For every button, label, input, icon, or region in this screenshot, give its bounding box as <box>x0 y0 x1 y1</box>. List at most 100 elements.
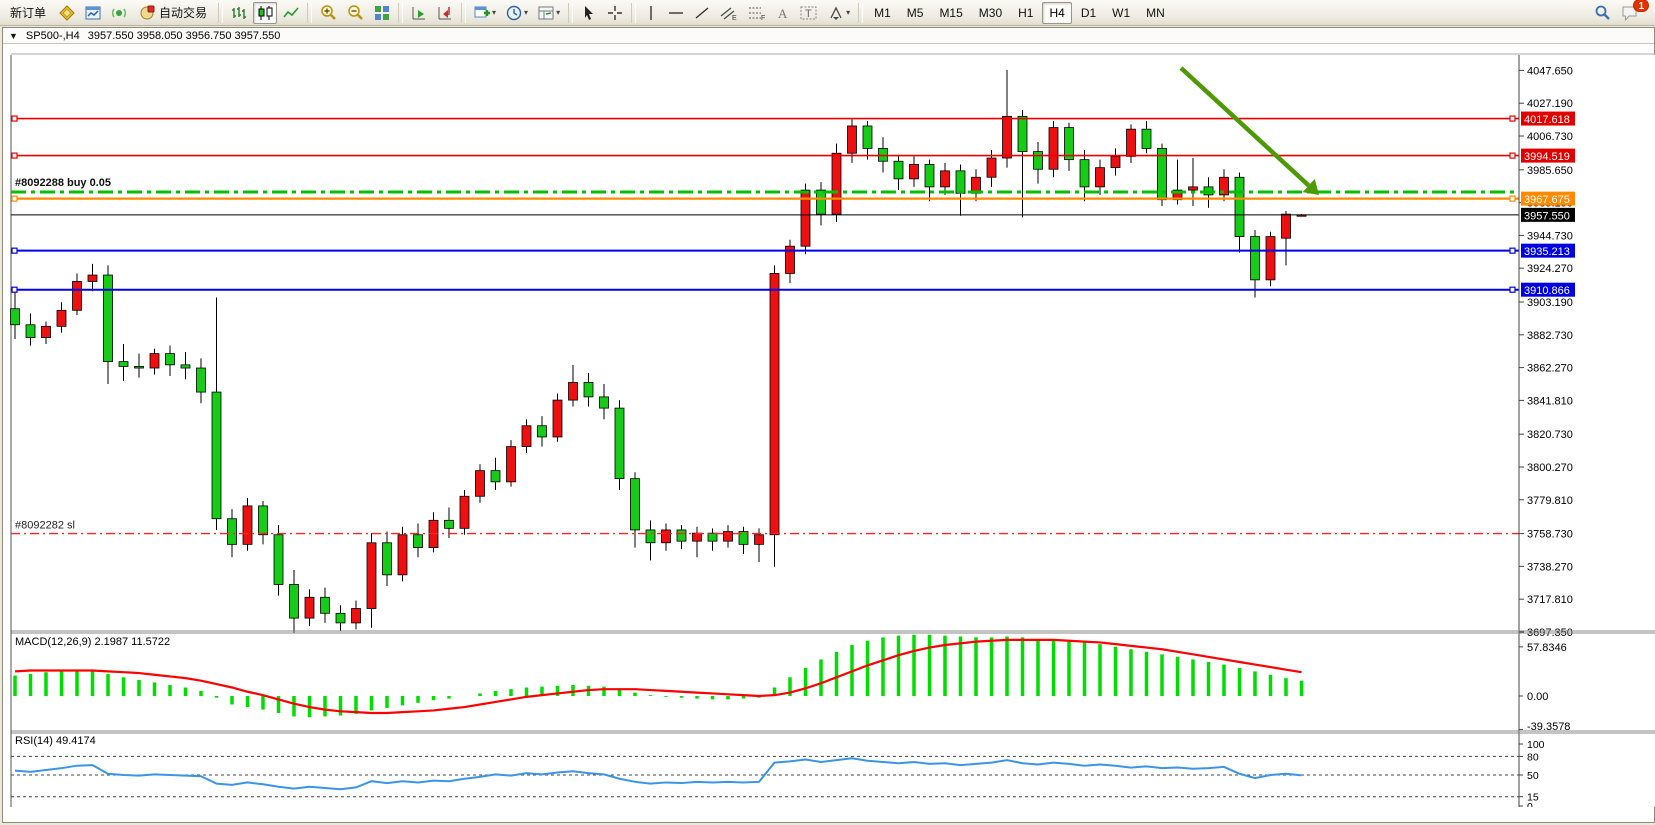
candle-72 <box>1126 128 1136 157</box>
candle-3 <box>56 309 67 327</box>
svg-text:-39.3578: -39.3578 <box>1527 721 1570 733</box>
line-chart-icon[interactable] <box>279 2 303 24</box>
timeframe-button-h4[interactable]: H4 <box>1042 1 1072 24</box>
ohlc-bars-icon[interactable] <box>227 2 251 24</box>
candle-42 <box>661 529 671 544</box>
price-axis: 4047.6504027.1904006.7303985.6503965.190… <box>1518 55 1575 807</box>
candle-5 <box>87 274 98 282</box>
price-badge <box>1521 282 1575 297</box>
candle-31 <box>490 470 501 483</box>
tile-windows-icon[interactable] <box>370 2 394 24</box>
svg-text:3841.810: 3841.810 <box>1527 395 1573 407</box>
candle-2 <box>41 325 51 338</box>
zoom-in-icon[interactable] <box>316 2 341 24</box>
data-window-icon[interactable] <box>81 2 105 24</box>
svg-text:100: 100 <box>1527 739 1545 751</box>
timeframe-button-m5[interactable]: M5 <box>906 5 924 20</box>
svg-text:3910.866: 3910.866 <box>1524 285 1570 297</box>
candle-40 <box>630 478 640 531</box>
arrows-icon[interactable]: ▾ <box>824 2 854 24</box>
candle-67 <box>1048 127 1059 170</box>
label-icon[interactable]: T <box>796 2 822 24</box>
price-chart[interactable]: #8092288 buy 0.05 #8092282 sl 4047.650 4027… <box>3 28 1655 807</box>
timeframe-button-d1[interactable]: D1 <box>1080 5 1097 20</box>
timeframe-button-m30[interactable]: M30 <box>978 5 1003 20</box>
crosshair-icon[interactable] <box>603 2 627 24</box>
candle-36 <box>568 382 578 401</box>
candle-76 <box>1188 186 1198 191</box>
trendline-icon[interactable] <box>690 2 714 24</box>
svg-text:3994.519: 3994.519 <box>1524 151 1570 163</box>
candle-12 <box>196 367 206 393</box>
autotrading-button[interactable]: 自动交易 <box>133 2 214 24</box>
templates-button[interactable]: ▾ <box>534 2 564 24</box>
new-chart-button[interactable]: ▾ <box>470 2 500 24</box>
candle-19 <box>304 596 315 619</box>
candle-24 <box>382 542 392 576</box>
candle-14 <box>227 518 237 545</box>
candle-25 <box>397 534 408 576</box>
chart-subheader[interactable]: ▼ SP500-,H4 3957.550 3958.050 3956.750 3… <box>3 28 1654 44</box>
zoom-out-icon[interactable] <box>343 2 368 24</box>
timeframe-group: M1 M5 M15 M30 H1 H4 D1 W1 MN <box>866 1 1173 24</box>
periods-button[interactable]: ▾ <box>502 2 532 24</box>
svg-text:3935.213: 3935.213 <box>1524 246 1570 258</box>
candle-48 <box>754 534 764 545</box>
text-icon[interactable]: A <box>772 2 794 24</box>
svg-text:4017.618: 4017.618 <box>1524 114 1570 126</box>
svg-text:57.8346: 57.8346 <box>1527 642 1567 654</box>
candle-22 <box>351 608 361 624</box>
candle-73 <box>1141 128 1152 149</box>
candle-30 <box>475 470 485 497</box>
candlestick-icon[interactable] <box>253 1 278 24</box>
fibonacci-icon[interactable]: F <box>744 2 770 24</box>
macd-label: MACD(12,26,9) 2.1987 11.5722 <box>15 636 170 648</box>
candle-28 <box>444 519 454 529</box>
collapse-triangle-icon[interactable]: ▼ <box>9 30 18 41</box>
candle-68 <box>1064 127 1074 161</box>
cursor-icon[interactable] <box>577 2 601 24</box>
timeframe-button-m1[interactable]: M1 <box>874 5 891 20</box>
svg-text:3738.270: 3738.270 <box>1527 561 1573 573</box>
candle-4 <box>72 281 82 311</box>
timeframe-button-mn[interactable]: MN <box>1146 5 1165 20</box>
svg-text:3985.650: 3985.650 <box>1527 165 1573 177</box>
chat-notification-badge: 1 <box>1633 0 1649 12</box>
market-watch-icon[interactable] <box>55 2 79 24</box>
svg-text:E: E <box>732 15 737 21</box>
new-order-button[interactable]: 新订单 <box>10 6 47 20</box>
candle-79 <box>1234 176 1245 237</box>
candle-82 <box>1281 213 1291 239</box>
candle-81 <box>1265 236 1276 281</box>
chat-button[interactable]: 1 <box>1617 0 1649 24</box>
horizontal-line-icon[interactable] <box>664 2 688 24</box>
candle-60 <box>940 170 950 188</box>
channel-icon[interactable]: E <box>716 2 742 24</box>
svg-text:3758.730: 3758.730 <box>1527 529 1573 541</box>
signals-icon[interactable] <box>107 2 131 24</box>
macd-signal-line <box>14 638 1302 715</box>
candle-54 <box>847 125 857 154</box>
candle-35 <box>552 399 563 438</box>
svg-text:A: A <box>778 6 788 21</box>
svg-text:3820.730: 3820.730 <box>1527 429 1573 441</box>
svg-text:3903.190: 3903.190 <box>1527 297 1573 309</box>
chart-shift-icon[interactable] <box>433 2 457 24</box>
candle-43 <box>676 529 687 542</box>
candle-6 <box>103 274 113 363</box>
macd-panel: MACD(12,26,9) 2.1987 11.5722 57.8346 0.00 -… <box>10 630 1655 733</box>
candle-50 <box>785 245 795 274</box>
svg-text:4047.650: 4047.650 <box>1527 65 1573 77</box>
toolbar-separator <box>858 2 864 23</box>
candle-37 <box>583 382 594 398</box>
timeframe-button-m15[interactable]: M15 <box>939 5 963 20</box>
candle-17 <box>273 534 284 585</box>
vertical-line-icon[interactable] <box>640 2 662 24</box>
auto-scroll-icon[interactable] <box>407 2 431 24</box>
buy-order-label: #8092288 buy 0.05 <box>15 177 111 189</box>
timeframe-button-w1[interactable]: W1 <box>1112 5 1131 20</box>
timeframe-button-h1[interactable]: H1 <box>1018 5 1034 20</box>
search-icon[interactable] <box>1590 2 1615 24</box>
candle-71 <box>1110 156 1121 169</box>
